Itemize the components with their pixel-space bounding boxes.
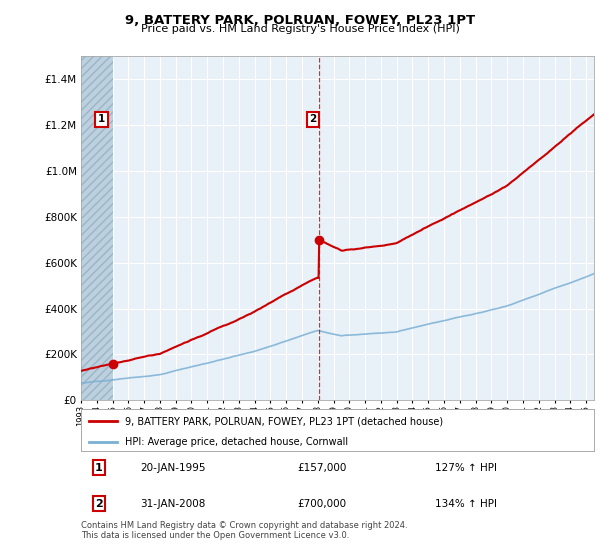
Text: 1: 1 <box>95 463 103 473</box>
Text: 20-JAN-1995: 20-JAN-1995 <box>140 463 206 473</box>
Text: 9, BATTERY PARK, POLRUAN, FOWEY, PL23 1PT: 9, BATTERY PARK, POLRUAN, FOWEY, PL23 1P… <box>125 14 475 27</box>
Text: £700,000: £700,000 <box>298 499 347 509</box>
Text: 9, BATTERY PARK, POLRUAN, FOWEY, PL23 1PT (detached house): 9, BATTERY PARK, POLRUAN, FOWEY, PL23 1P… <box>125 417 443 426</box>
Text: 31-JAN-2008: 31-JAN-2008 <box>140 499 206 509</box>
Text: Contains HM Land Registry data © Crown copyright and database right 2024.
This d: Contains HM Land Registry data © Crown c… <box>81 521 407 540</box>
Text: 127% ↑ HPI: 127% ↑ HPI <box>435 463 497 473</box>
Text: Price paid vs. HM Land Registry's House Price Index (HPI): Price paid vs. HM Land Registry's House … <box>140 24 460 34</box>
Text: 2: 2 <box>95 499 103 509</box>
Text: HPI: Average price, detached house, Cornwall: HPI: Average price, detached house, Corn… <box>125 437 348 447</box>
Text: 2: 2 <box>310 114 317 124</box>
Bar <box>81 56 113 400</box>
Text: 1: 1 <box>98 114 105 124</box>
Text: £157,000: £157,000 <box>298 463 347 473</box>
Text: 134% ↑ HPI: 134% ↑ HPI <box>435 499 497 509</box>
